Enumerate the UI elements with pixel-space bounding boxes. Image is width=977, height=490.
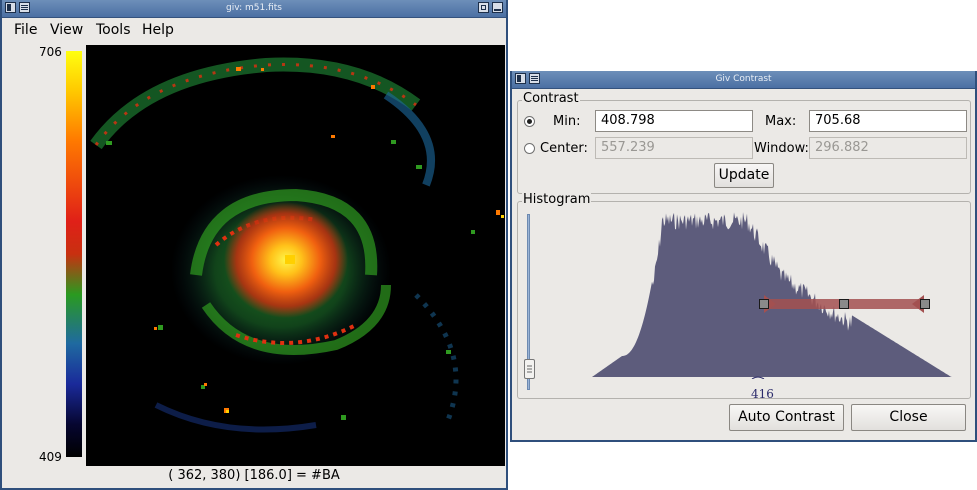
- auto-contrast-button[interactable]: Auto Contrast: [729, 404, 844, 431]
- main-titlebar[interactable]: giv: m51.fits: [2, 0, 506, 18]
- max-input[interactable]: 705.68: [809, 110, 967, 132]
- center-input[interactable]: 557.239: [595, 137, 753, 159]
- window-list-icon[interactable]: [529, 73, 540, 84]
- menu-view[interactable]: View: [50, 22, 84, 38]
- slider-track: [527, 214, 530, 390]
- histogram-group: Histogram 416: [517, 192, 971, 401]
- contrast-group: Contrast Min: 408.798 Max: 705.68 Center…: [517, 91, 971, 194]
- histogram-group-title: Histogram: [522, 192, 592, 208]
- range-min-handle[interactable]: [759, 299, 769, 309]
- menu-bar: File View Tools Help: [6, 18, 502, 42]
- center-window-radio[interactable]: [524, 143, 535, 154]
- window-menu-icon[interactable]: [5, 2, 16, 13]
- window-label: Window:: [754, 141, 809, 156]
- histogram-zoom-slider[interactable]: [524, 214, 535, 390]
- menu-help[interactable]: Help: [142, 22, 174, 38]
- window-input[interactable]: 296.882: [809, 137, 967, 159]
- histogram-plot[interactable]: 416: [552, 211, 966, 401]
- galaxy-image: [90, 57, 504, 433]
- minimize-icon[interactable]: [492, 2, 503, 13]
- slider-handle[interactable]: [524, 359, 535, 379]
- range-center-handle[interactable]: [839, 299, 849, 309]
- contrast-window-title: Giv Contrast: [715, 74, 772, 84]
- range-max-handle[interactable]: [920, 299, 930, 309]
- center-label: Center:: [540, 141, 588, 156]
- histogram-bars: [592, 212, 952, 377]
- image-panel: 706 409: [6, 42, 505, 466]
- grip-icon: [527, 365, 532, 373]
- contrast-group-title: Contrast: [522, 91, 580, 107]
- histogram-marker-label: 416: [751, 387, 774, 401]
- main-window: giv: m51.fits File View Tools Help 706 4…: [0, 0, 508, 490]
- max-label: Max:: [765, 114, 797, 129]
- colorbar-max-label: 706: [39, 45, 62, 59]
- colorbar-min-label: 409: [39, 450, 62, 464]
- maximize-icon[interactable]: [478, 2, 489, 13]
- main-window-title: giv: m51.fits: [226, 3, 282, 13]
- update-button[interactable]: Update: [714, 163, 774, 188]
- menu-file[interactable]: File: [14, 22, 38, 38]
- min-input[interactable]: 408.798: [595, 110, 753, 132]
- window-list-icon[interactable]: [19, 2, 30, 13]
- close-button[interactable]: Close: [851, 404, 966, 431]
- status-bar: ( 362, 380) [186.0] = #BA: [168, 468, 340, 483]
- histogram-marker-caret-icon: [751, 376, 765, 380]
- min-label: Min:: [553, 114, 581, 129]
- histogram-svg: [592, 212, 952, 380]
- colorbar: [66, 51, 82, 457]
- galaxy-image-canvas[interactable]: [86, 45, 505, 466]
- contrast-window: Giv Contrast Contrast Min: 408.798 Max: …: [510, 71, 977, 442]
- min-max-radio[interactable]: [524, 116, 535, 127]
- contrast-titlebar[interactable]: Giv Contrast: [512, 71, 975, 89]
- menu-tools[interactable]: Tools: [96, 22, 131, 38]
- window-menu-icon[interactable]: [515, 73, 526, 84]
